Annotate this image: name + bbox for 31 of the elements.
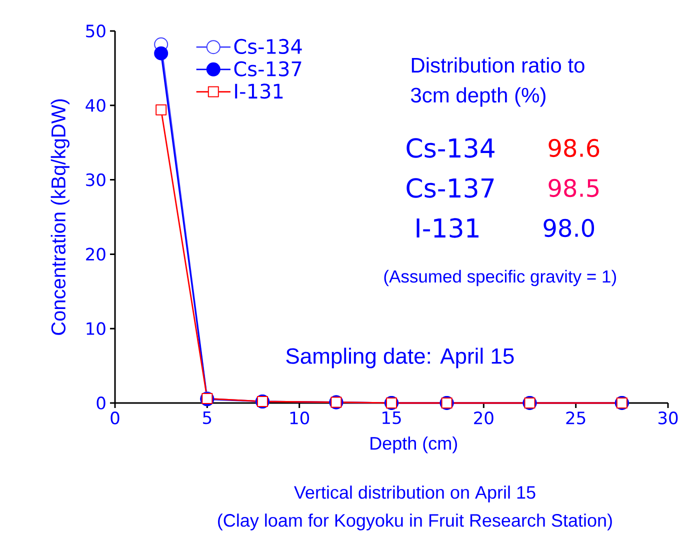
x-tick-label: 10 [290,412,310,424]
annotation: 98.5 [548,178,599,198]
x-tick-label: 20 [474,412,494,424]
annotation: 3cm depth (%) [411,87,546,107]
x-tick-label: 15 [382,412,401,424]
text: Vertical distribution on April 15 [294,486,536,502]
annotation: I-131 [416,218,478,238]
y-tick-label: 30 [86,173,106,186]
y-tick-label: 10 [86,322,106,336]
y-axis-title: Concentration (kBq/kgDW) [50,99,70,335]
x-tick-label: 25 [566,412,586,424]
annotation: 98.6 [548,138,600,158]
legend-label: I-131 [235,84,283,99]
legend-label: Cs-134 [234,38,302,54]
x-axis-title: Depth (cm) [370,436,457,454]
x-tick-label: 0 [110,412,120,424]
annotation: Cs-137 [406,178,494,198]
y-tick-label: 50 [86,24,106,38]
text: (Clay loam for Kogyoku in Fruit Research Station) [218,514,612,530]
y-tick-label: 20 [86,248,106,261]
annotation: (Assumed specific gravity = 1) [384,270,616,286]
annotation: 98.0 [544,218,594,238]
annotation: Sampling date: April 15 [286,348,514,368]
y-tick-label: 40 [86,98,106,112]
x-tick-label: 30 [658,412,678,424]
legend-label: Cs-137 [234,61,302,76]
x-tick-label: 5 [203,412,212,424]
point [154,46,168,60]
annotation: Distribution ratio to [412,57,584,73]
y-tick-label: 0 [96,396,106,410]
annotation: Cs-134 [406,138,494,158]
